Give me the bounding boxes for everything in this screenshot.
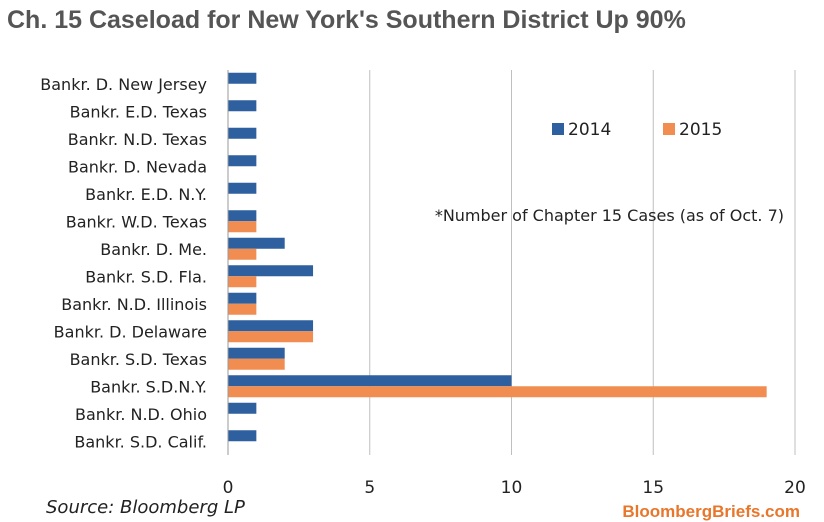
- bar-2015: [228, 221, 257, 233]
- y-tick-label: Bankr. N.D. Texas: [68, 130, 207, 149]
- y-tick-label: Bankr. D. New Jersey: [40, 75, 207, 94]
- legend-swatch-2015: [663, 123, 675, 135]
- bars: [228, 72, 767, 442]
- chart-title: Ch. 15 Caseload for New York's Southern …: [7, 6, 686, 34]
- bar-2014: [228, 100, 257, 112]
- y-tick-label: Bankr. E.D. N.Y.: [85, 185, 207, 204]
- x-tick-label: 10: [501, 478, 523, 498]
- y-tick-label: Bankr. S.D. Texas: [70, 350, 207, 369]
- bar-2014: [228, 292, 257, 304]
- source-note: Source: Bloomberg LP: [46, 497, 245, 518]
- bar-2015: [228, 248, 257, 260]
- bar-2014: [228, 430, 257, 442]
- bar-2014: [228, 320, 314, 332]
- legend: 2014 2015: [552, 120, 722, 140]
- x-tick-label: 0: [223, 478, 234, 498]
- y-axis-labels: Bankr. D. New Jersey Bankr. E.D. Texas Ban…: [40, 75, 207, 452]
- bar-2014: [228, 210, 257, 222]
- legend-swatch-2014: [552, 123, 564, 135]
- brand-logo: BloombergBriefs.com: [622, 502, 800, 521]
- bar-2014: [228, 402, 257, 414]
- y-tick-label: Bankr. N.D. Ohio: [75, 405, 207, 424]
- bar-2014: [228, 182, 257, 194]
- bar-2014: [228, 127, 257, 139]
- y-tick-label: Bankr. S.D.N.Y.: [90, 377, 207, 396]
- x-tick-label: 20: [784, 478, 806, 498]
- bar-2015: [228, 386, 767, 398]
- y-tick-label: Bankr. S.D. Fla.: [85, 267, 207, 286]
- x-tick-label: 15: [642, 478, 664, 498]
- bar-2014: [228, 155, 257, 167]
- x-axis-labels: 0 5 10 15 20: [223, 478, 806, 498]
- bar-2015: [228, 303, 257, 315]
- x-tick-label: 5: [364, 478, 375, 498]
- y-tick-label: Bankr. D. Me.: [100, 240, 207, 259]
- bar-2014: [228, 347, 285, 359]
- y-tick-label: Bankr. D. Nevada: [68, 157, 207, 176]
- bar-2014: [228, 237, 285, 249]
- bar-2014: [228, 375, 512, 387]
- legend-label-2015: 2015: [679, 120, 722, 140]
- bar-2014: [228, 265, 314, 277]
- legend-label-2014: 2014: [568, 120, 611, 140]
- y-tick-label: Bankr. W.D. Texas: [66, 212, 207, 231]
- bar-2015: [228, 276, 257, 288]
- y-tick-label: Bankr. N.D. Illinois: [61, 295, 207, 314]
- bar-2014: [228, 72, 257, 84]
- y-tick-label: Bankr. E.D. Texas: [70, 102, 207, 121]
- bar-2015: [228, 358, 285, 370]
- chart-annotation: *Number of Chapter 15 Cases (as of Oct. …: [435, 206, 784, 225]
- y-tick-label: Bankr. S.D. Calif.: [74, 432, 207, 451]
- bar-2015: [228, 331, 314, 343]
- y-tick-label: Bankr. D. Delaware: [54, 322, 207, 341]
